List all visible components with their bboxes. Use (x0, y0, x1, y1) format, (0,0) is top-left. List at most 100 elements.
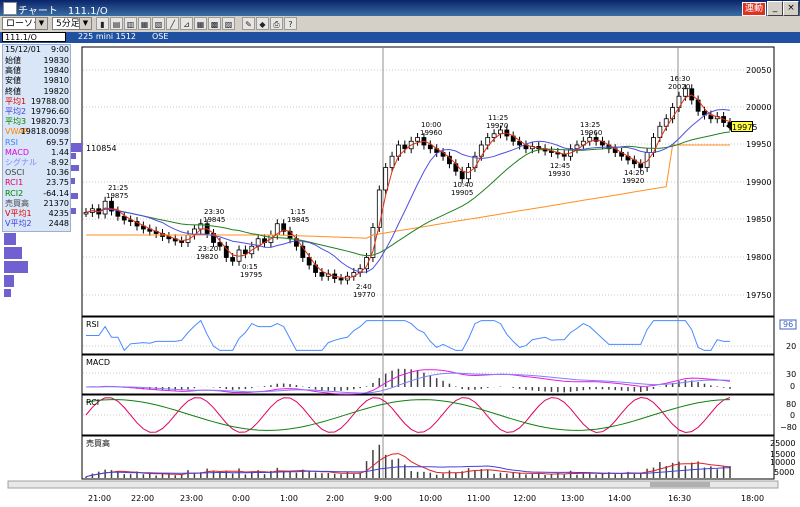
data-row-label: VWAP (5, 127, 29, 137)
candle-body (689, 88, 695, 101)
annotation-price: 19920 (622, 177, 644, 185)
panel-label-rci: RCI (86, 398, 99, 407)
candle-body (364, 257, 369, 270)
grid-icon[interactable]: ▩ (208, 17, 221, 30)
annotation-time: 12:45 (550, 162, 570, 170)
data-row: VWAP 19818.0098 (5, 127, 69, 137)
annotation-price: 19960 (580, 129, 602, 137)
candle-body (402, 144, 408, 150)
candle-body (217, 242, 223, 247)
data-row-value: -64.14 (43, 188, 69, 198)
annotation-price: 19905 (451, 189, 473, 197)
data-row-label: 平均3 (5, 117, 27, 127)
annotation-time: 21:25 (108, 184, 128, 192)
grid-icon[interactable]: ▨ (222, 17, 235, 30)
candle-body (243, 249, 248, 255)
print-icon[interactable]: ⎙ (270, 17, 283, 30)
symbol-bar: 111.1/O 225 mini 1512 OSE (0, 32, 800, 43)
candle-body (338, 278, 344, 281)
data-row-value: 4235 (48, 209, 69, 218)
volume-bars (85, 444, 731, 478)
panel-label-macd: MACD (86, 358, 110, 367)
annotation-price: 19820 (196, 253, 218, 261)
interval-select[interactable]: 5分足 ▼ (52, 17, 92, 30)
volume-tick: 25000 (770, 439, 795, 448)
scrollbar-thumb[interactable] (650, 482, 710, 487)
indicator-icon[interactable]: ▤ (110, 17, 123, 30)
rci-tick: −80 (780, 423, 797, 432)
candle-body (593, 137, 599, 142)
rsi-tick: 20 (786, 342, 796, 351)
data-row-value: 19830 (43, 56, 69, 65)
price-tick: 20000 (746, 103, 771, 112)
time-tick: 21:00 (88, 494, 111, 503)
annotation-time: 13:25 (580, 121, 600, 129)
data-row-value: 19818.0098 (20, 127, 69, 137)
paint-icon[interactable]: ◆ (256, 17, 269, 30)
data-row: V平均1 4235 (5, 209, 69, 219)
annotation-time: 23:30 (204, 208, 224, 216)
indicator-icon[interactable]: ▦ (138, 17, 151, 30)
close-icon[interactable]: × (783, 1, 799, 16)
macd-line (85, 369, 731, 395)
pen-icon[interactable]: ✎ (242, 17, 255, 30)
candle-body (682, 88, 688, 97)
candle-body (306, 257, 312, 266)
horizontal-scrollbar[interactable] (7, 480, 779, 489)
price-tick: 19750 (746, 291, 771, 300)
volume-profile (4, 143, 82, 297)
time-axis: 21:00 22:00 23:00 0:00 1:00 2:00 9:00 10… (88, 494, 764, 503)
data-row: 高値 19840 (5, 66, 69, 76)
grid-icon[interactable]: ▦ (194, 17, 207, 30)
data-row-label: OSCI (5, 168, 25, 178)
data-row-label: V平均2 (5, 219, 32, 229)
data-row-label: 平均2 (5, 107, 27, 116)
indicator-icon[interactable]: ▥ (124, 17, 137, 30)
chevron-down-icon: ▼ (79, 18, 91, 29)
candle-body (376, 189, 382, 228)
price-annotations: 21:25 19875 23:30 19845 1:15 19845 23:20… (106, 75, 690, 299)
chart-type-value: ローソク (6, 19, 43, 29)
volume-tick: 15000 (770, 450, 795, 459)
rci1-line (85, 396, 731, 434)
candlestick-icon[interactable]: ▮ (96, 17, 109, 30)
data-date: 15/12/01 (5, 45, 41, 54)
data-row-label: シグナル (5, 158, 37, 167)
minimize-icon[interactable]: _ (767, 1, 783, 16)
candle-body (115, 210, 121, 217)
current-price-label: 19975 (731, 121, 758, 132)
annotation-price: 20020 (668, 83, 690, 91)
annotation-time: 10:40 (453, 181, 473, 189)
ma2-line (85, 108, 731, 273)
rci-tick: 0 (790, 411, 795, 420)
macd-tick: 0 (790, 382, 795, 391)
annotation-time: 11:25 (488, 114, 508, 122)
data-row-value: 2448 (48, 219, 69, 229)
symbol-code-input[interactable]: 111.1/O (2, 32, 66, 42)
data-row-value: 1.44 (51, 147, 69, 157)
volume-tick: 10000 (770, 458, 795, 467)
candle-body (466, 167, 471, 180)
data-row-label: RSI (5, 137, 18, 147)
time-tick: 9:00 (374, 494, 392, 503)
interval-value: 5分足 (56, 19, 80, 29)
data-row: シグナル -8.92 (5, 158, 69, 168)
annotation-price: 19845 (203, 216, 225, 224)
help-icon[interactable]: ? (284, 17, 297, 30)
annotation-price: 19875 (106, 192, 128, 200)
link-badge[interactable]: 連動 (742, 2, 766, 16)
macd-tick: 30 (786, 370, 796, 379)
data-row-label: 安値 (5, 76, 21, 86)
time-tick: 11:00 (467, 494, 490, 503)
line-tool-icon[interactable]: ╱ (166, 17, 179, 30)
chart-type-select[interactable]: ローソク ▼ (2, 17, 48, 30)
data-row: 売買高 21370 (5, 199, 69, 209)
indicator-icon[interactable]: ▧ (152, 17, 165, 30)
panel-label-rsi: RSI (86, 320, 99, 329)
price-tick: 19950 (746, 140, 771, 149)
time-tick: 10:00 (419, 494, 442, 503)
data-row-value: 19796.60 (30, 107, 69, 116)
annotation-price: 19770 (353, 291, 375, 299)
data-panel: 15/12/01 9:00 始値 19830 高値 19840 安値 19810 終値 198… (2, 44, 71, 232)
trend-tool-icon[interactable]: ⊿ (180, 17, 193, 30)
